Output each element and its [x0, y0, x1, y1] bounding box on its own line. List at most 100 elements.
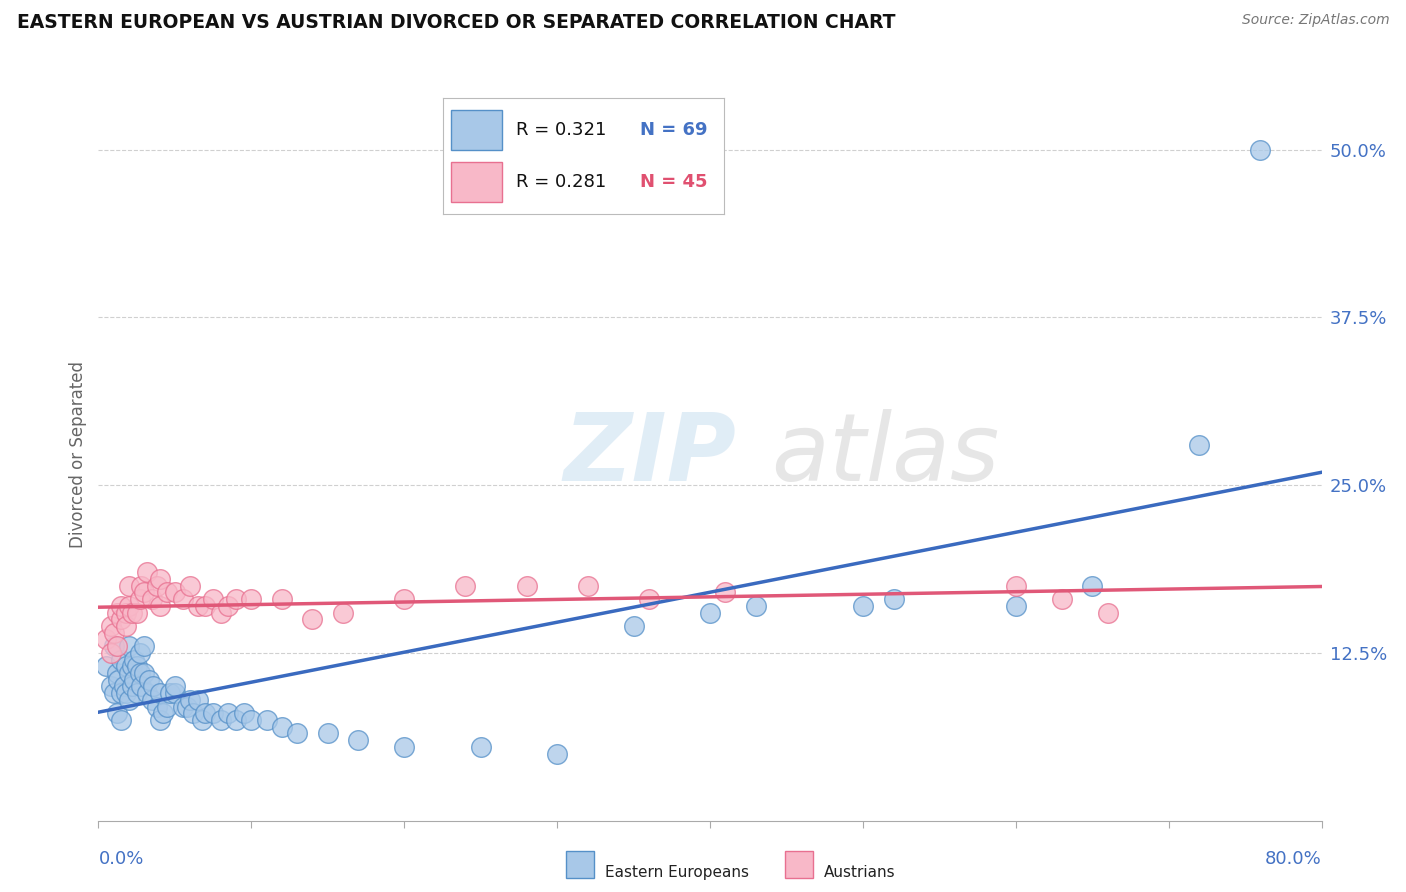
Point	[1097, 606, 1119, 620]
Point	[115, 659, 138, 673]
Point	[240, 713, 263, 727]
Point	[100, 619, 122, 633]
Point	[181, 706, 204, 721]
Point	[103, 639, 125, 653]
Point	[142, 680, 165, 694]
Point	[125, 606, 148, 620]
Point	[392, 739, 416, 754]
Text: Source: ZipAtlas.com: Source: ZipAtlas.com	[1241, 13, 1389, 28]
Point	[163, 585, 186, 599]
Point	[240, 592, 263, 607]
Point	[121, 606, 143, 620]
Point	[110, 612, 132, 626]
Point	[179, 693, 201, 707]
Point	[187, 693, 209, 707]
Point	[1004, 579, 1026, 593]
Point	[145, 579, 167, 593]
Point	[392, 592, 416, 607]
Y-axis label: Divorced or Separated: Divorced or Separated	[69, 361, 87, 549]
Point	[141, 693, 163, 707]
Text: 0.0%: 0.0%	[98, 850, 143, 868]
Point	[159, 686, 181, 700]
Point	[118, 599, 141, 613]
Text: 80.0%: 80.0%	[1265, 850, 1322, 868]
Point	[118, 665, 141, 680]
Point	[745, 599, 768, 613]
Point	[156, 585, 179, 599]
Text: Austrians: Austrians	[824, 865, 896, 880]
Point	[172, 592, 194, 607]
Point	[125, 659, 148, 673]
Text: N = 69: N = 69	[640, 121, 707, 139]
Point	[1249, 143, 1271, 157]
Text: ZIP: ZIP	[564, 409, 737, 501]
Point	[163, 680, 186, 694]
Point	[209, 713, 232, 727]
Text: N = 45: N = 45	[640, 173, 707, 191]
Point	[217, 599, 239, 613]
Point	[115, 686, 138, 700]
Point	[1050, 592, 1073, 607]
Point	[546, 747, 568, 761]
Point	[156, 699, 179, 714]
Point	[149, 572, 172, 586]
Point	[115, 619, 138, 633]
Point	[470, 739, 492, 754]
Point	[191, 713, 214, 727]
Point	[194, 706, 217, 721]
Point	[118, 579, 141, 593]
Point	[105, 665, 128, 680]
Point	[270, 592, 292, 607]
Text: atlas: atlas	[772, 409, 1000, 500]
Text: Eastern Europeans: Eastern Europeans	[605, 865, 748, 880]
Point	[122, 673, 145, 687]
Point	[179, 579, 201, 593]
Point	[128, 592, 150, 607]
Point	[176, 699, 198, 714]
Point	[129, 680, 152, 694]
Point	[136, 686, 159, 700]
Point	[187, 599, 209, 613]
Point	[202, 706, 225, 721]
Point	[699, 606, 721, 620]
Point	[270, 720, 292, 734]
Point	[105, 706, 128, 721]
Point	[129, 579, 152, 593]
Point	[194, 599, 217, 613]
Point	[217, 706, 239, 721]
Point	[623, 619, 645, 633]
Point	[122, 652, 145, 666]
Point	[134, 665, 156, 680]
Text: R = 0.281: R = 0.281	[516, 173, 606, 191]
Point	[118, 639, 141, 653]
Point	[256, 713, 278, 727]
Point	[134, 639, 156, 653]
Point	[107, 673, 129, 687]
Point	[152, 706, 174, 721]
Point	[1004, 599, 1026, 613]
Point	[149, 713, 172, 727]
Point	[118, 693, 141, 707]
Point	[209, 606, 232, 620]
Point	[121, 659, 143, 673]
Point	[202, 592, 225, 607]
Point	[94, 659, 117, 673]
Point	[103, 686, 125, 700]
Point	[110, 686, 132, 700]
Text: R = 0.321: R = 0.321	[516, 121, 606, 139]
Point	[576, 579, 599, 593]
Point	[225, 592, 247, 607]
Point	[115, 606, 138, 620]
Point	[332, 606, 354, 620]
Point	[637, 592, 661, 607]
Point	[1081, 579, 1104, 593]
Point	[110, 652, 132, 666]
Point	[316, 726, 339, 740]
Point	[105, 639, 128, 653]
Point	[110, 713, 132, 727]
Point	[232, 706, 254, 721]
Point	[149, 686, 172, 700]
Point	[112, 680, 135, 694]
Point	[1188, 438, 1211, 452]
Point	[125, 686, 148, 700]
